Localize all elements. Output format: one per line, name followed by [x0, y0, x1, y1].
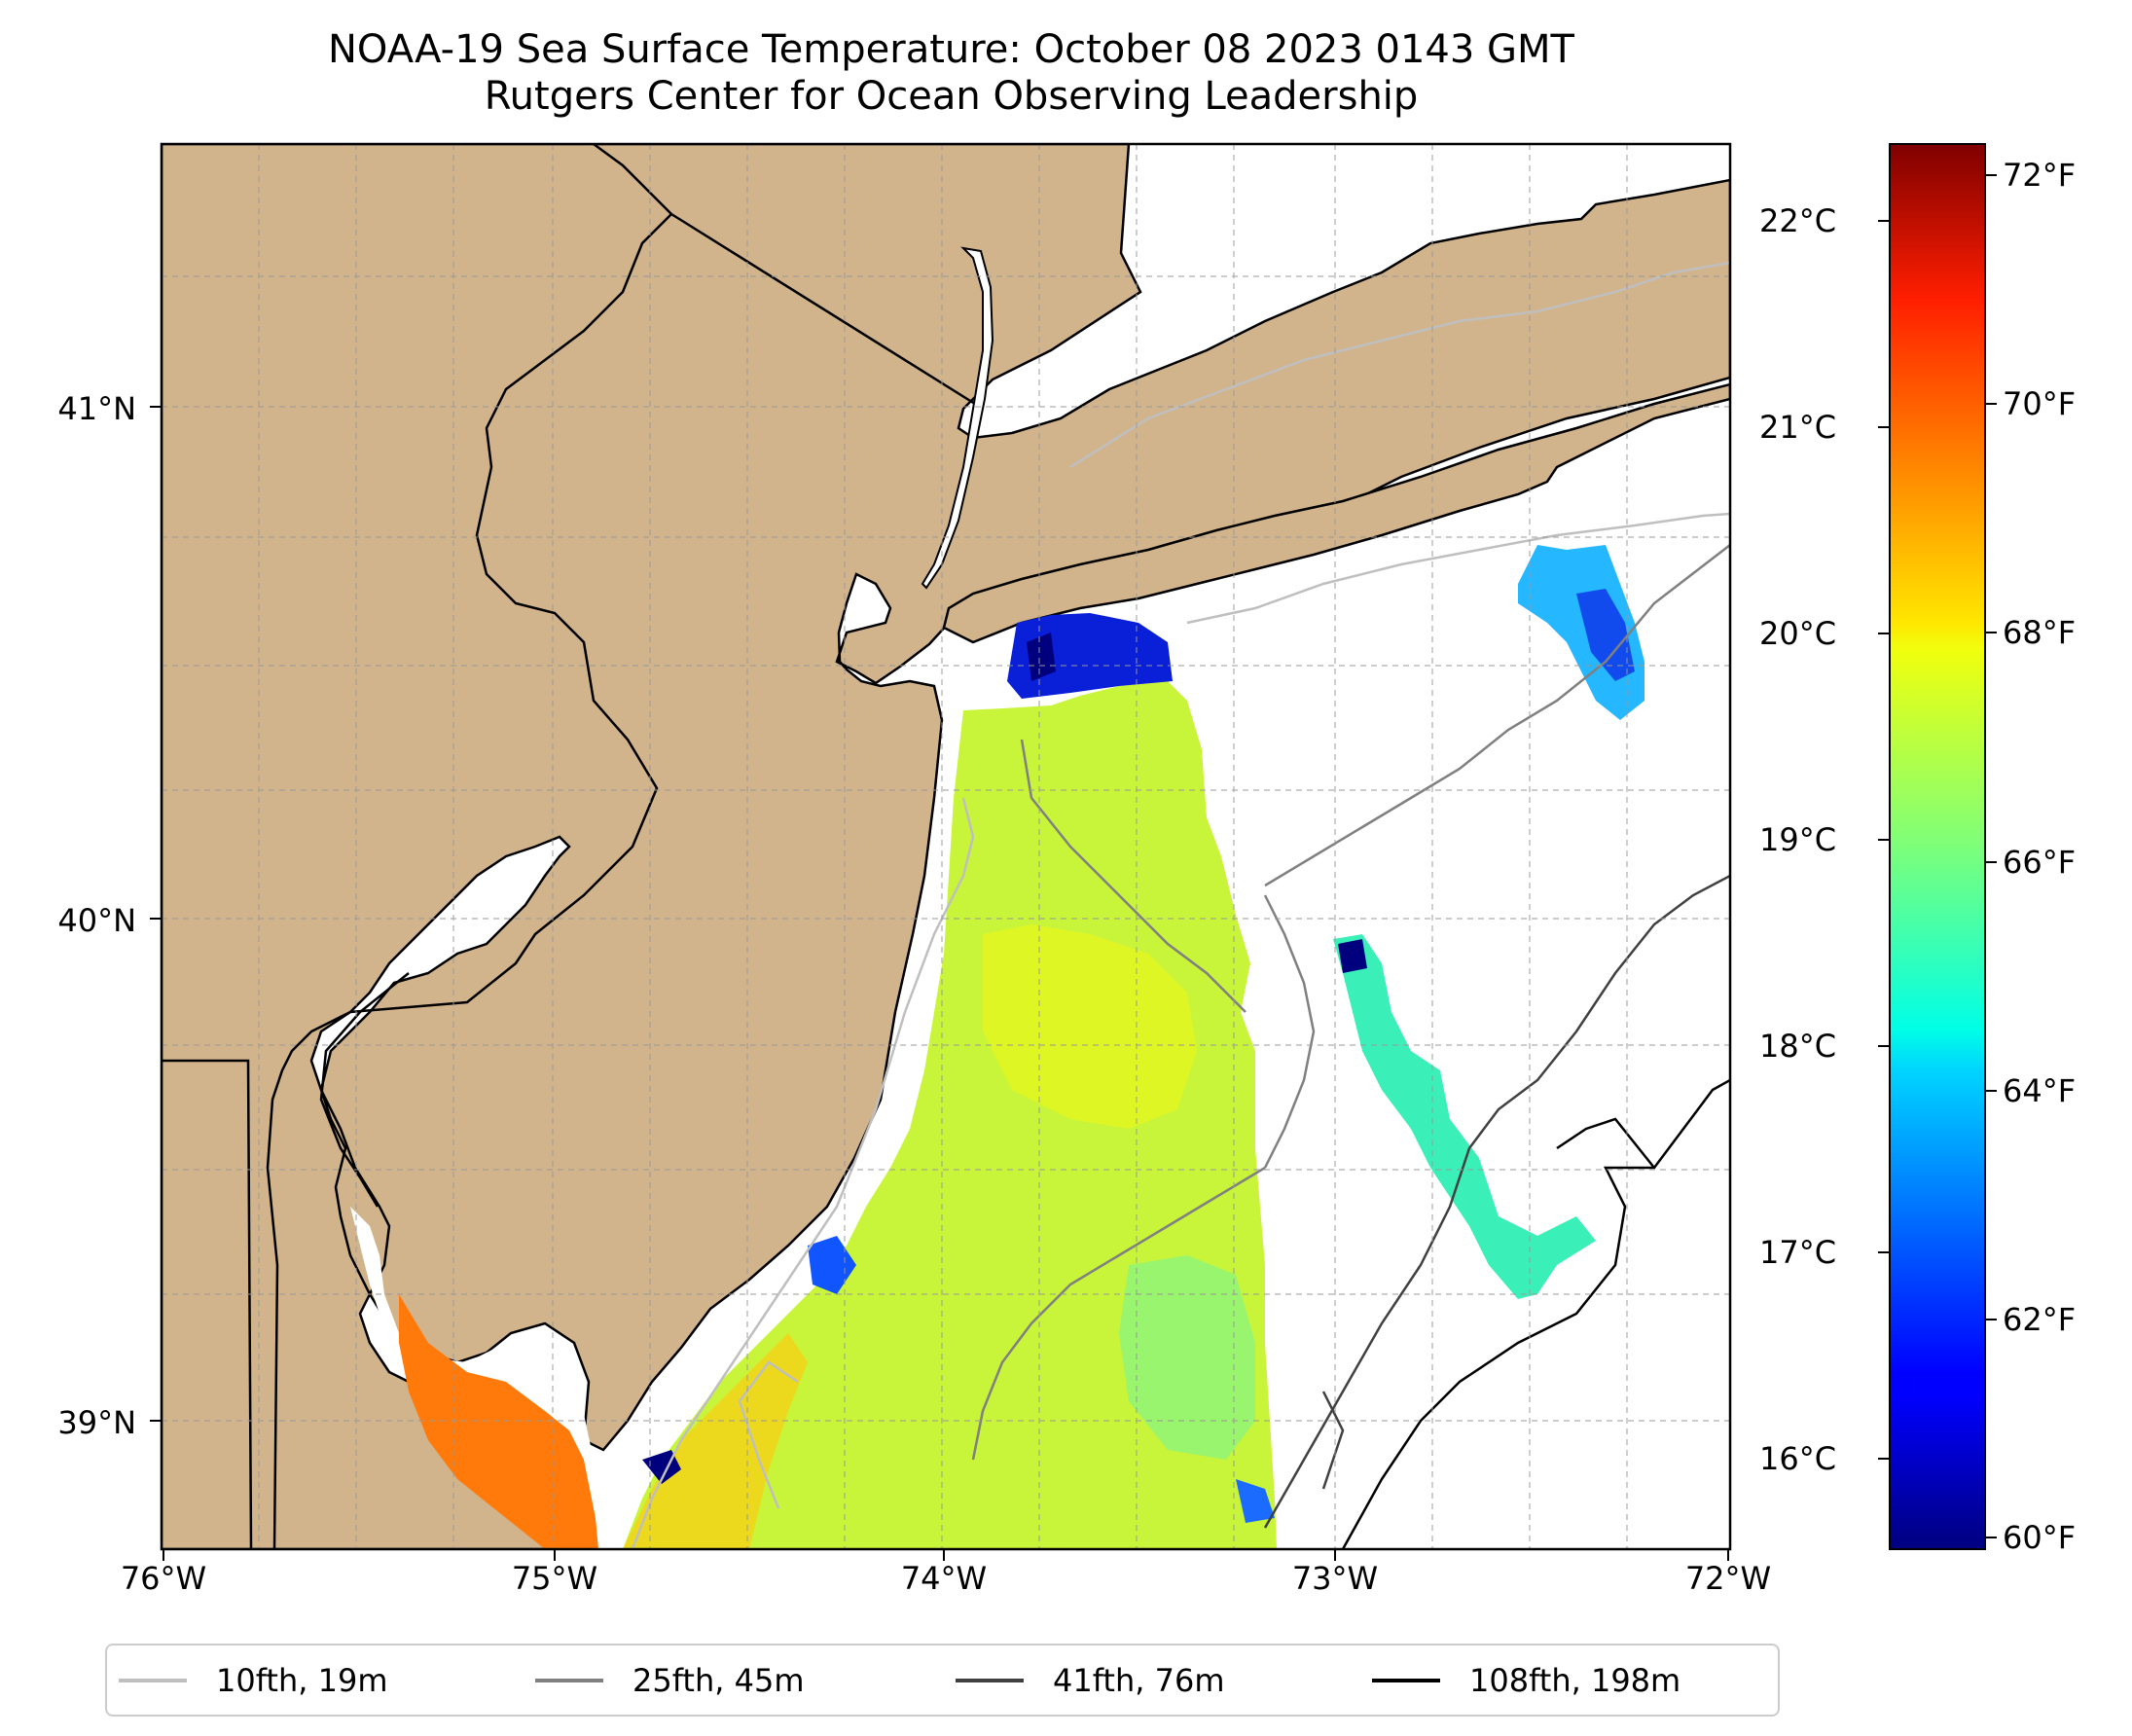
contour-25fth: [1264, 544, 1730, 887]
y-tick-label: 40°N: [57, 902, 136, 939]
colorbar-celsius-label: 16°C: [1759, 1440, 1837, 1477]
sst-cold-band-dark: [1027, 633, 1056, 681]
legend-label: 25fth, 45m: [632, 1661, 805, 1699]
legend-line-10fth: [119, 1678, 187, 1682]
y-tick-label: 41°N: [57, 390, 136, 427]
legend-item: 41fth, 76m: [956, 1646, 1224, 1715]
legend-label: 10fth, 19m: [216, 1661, 388, 1699]
legend-line-25fth: [535, 1678, 603, 1682]
state-boundary: [670, 212, 984, 411]
sst-yellow-core: [983, 924, 1197, 1129]
sst-plume-ne-core: [1576, 589, 1635, 681]
sst-main-swath: [623, 681, 1277, 1549]
sst-warm-patch: [623, 1333, 808, 1549]
contour-25fth: [971, 1166, 1266, 1461]
state-boundary: [266, 213, 672, 1549]
colorbar-fahrenheit-label: 64°F: [2003, 1072, 2077, 1109]
x-tick-label: 76°W: [120, 1560, 207, 1597]
legend-item: 108fth, 198m: [1372, 1646, 1680, 1715]
colorbar-fahrenheit-label: 62°F: [2003, 1301, 2077, 1338]
y-tick-label: 39°N: [57, 1404, 136, 1441]
contour-10fth: [1069, 261, 1730, 469]
x-tick-label: 72°W: [1684, 1560, 1772, 1597]
x-tick-label: 74°W: [900, 1560, 988, 1597]
colorbar-celsius-label: 17°C: [1759, 1234, 1837, 1271]
colorbar-celsius-label: 19°C: [1759, 821, 1837, 858]
contour-108fth: [1556, 1117, 1655, 1169]
colorbar-fahrenheit-label: 68°F: [2003, 614, 2077, 651]
colorbar-ticks: [1878, 174, 1997, 1538]
legend-item: 25fth, 45m: [535, 1646, 804, 1715]
sst-plume-se: [1333, 934, 1596, 1299]
sst-delaware-bay: [399, 1294, 598, 1549]
contour-10fth: [738, 1360, 799, 1509]
colorbar-fahrenheit-label: 70°F: [2003, 385, 2077, 422]
chart-title: NOAA-19 Sea Surface Temperature: October…: [328, 27, 1574, 72]
legend-label: 41fth, 76m: [1053, 1661, 1225, 1699]
colorbar-celsius-label: 18°C: [1759, 1028, 1837, 1065]
colorbar-celsius-label: 20°C: [1759, 615, 1837, 652]
contour-108fth: [1341, 1078, 1730, 1549]
x-tick-label: 73°W: [1291, 1560, 1379, 1597]
state-boundary: [593, 144, 672, 215]
axis-ticks: [150, 406, 1729, 1561]
sst-plume-se-dark: [1338, 939, 1367, 973]
state-boundary: [162, 1059, 253, 1549]
contour-41fth: [1263, 874, 1730, 1529]
map-frame: [160, 142, 1732, 1551]
contour-10fth: [631, 797, 975, 1549]
colorbar-fahrenheit-label: 66°F: [2003, 844, 2077, 881]
colorbar-fahrenheit-label: 72°F: [2003, 157, 2077, 194]
chart-subtitle: Rutgers Center for Ocean Observing Leade…: [484, 74, 1419, 119]
colorbar-celsius-label: 21°C: [1759, 409, 1837, 446]
legend-label: 108fth, 198m: [1469, 1661, 1681, 1699]
delaware-river: [319, 972, 410, 1208]
map-gridlines: [162, 144, 1730, 1549]
legend-line-41fth: [956, 1678, 1024, 1682]
legend-line-108fth: [1372, 1678, 1440, 1682]
colorbar-fahrenheit-label: 60°F: [2003, 1519, 2077, 1556]
contour-25fth: [1263, 894, 1316, 1169]
x-tick-label: 75°W: [511, 1560, 598, 1597]
land-long-island: [942, 382, 1730, 644]
colorbar: [1889, 143, 1986, 1550]
sst-cold-fragment: [1236, 1479, 1275, 1523]
contour-10fth: [1186, 512, 1730, 625]
contour-41fth: [1321, 1391, 1345, 1490]
contour-legend: 10fth, 19m 25fth, 45m 41fth, 76m 108fth,…: [105, 1644, 1780, 1717]
colorbar-celsius-label: 22°C: [1759, 202, 1837, 239]
contour-25fth: [1020, 739, 1247, 1013]
hudson-river: [921, 246, 994, 590]
land-mainland: [162, 144, 1730, 1549]
sst-green-patch: [1119, 1255, 1255, 1460]
legend-item: 10fth, 19m: [119, 1646, 387, 1715]
